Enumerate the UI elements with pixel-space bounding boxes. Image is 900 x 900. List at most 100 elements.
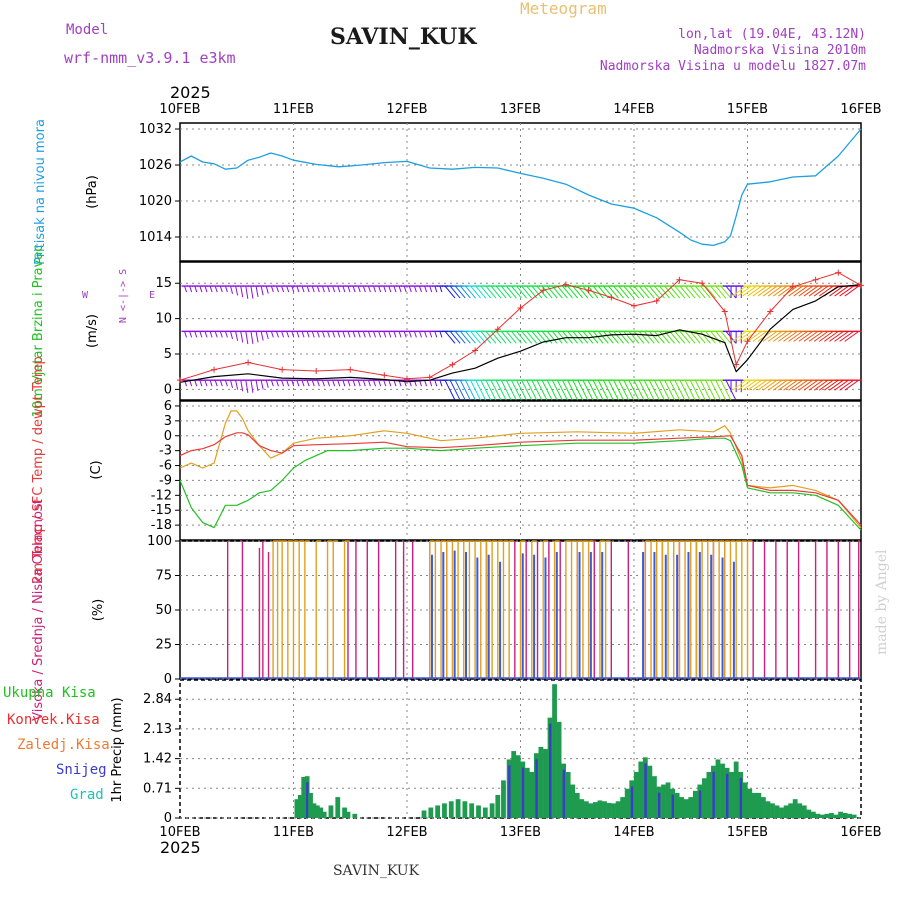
precip-bar bbox=[679, 797, 685, 818]
wind-barb-1 bbox=[500, 331, 512, 344]
wind-barb-2 bbox=[306, 285, 310, 293]
precip-bar bbox=[692, 790, 698, 818]
wind-barb-0 bbox=[475, 379, 487, 401]
wind-barb-2 bbox=[434, 285, 438, 293]
wind-barb-2 bbox=[475, 285, 487, 299]
model-altitude-text: Nadmorska Visina u modelu 1827.07m bbox=[600, 59, 866, 74]
wind-barb-1 bbox=[321, 331, 325, 338]
wind-barb-1 bbox=[347, 331, 351, 338]
wind-barb-2 bbox=[184, 285, 188, 293]
wind-barb-0 bbox=[311, 380, 315, 387]
wind-barb-0 bbox=[762, 379, 778, 391]
y-tick-label: 75 bbox=[155, 569, 172, 584]
gust-marker bbox=[449, 361, 456, 368]
wind-barb-0 bbox=[505, 379, 517, 401]
x-tick-top: 14FEB bbox=[613, 102, 654, 117]
y-tick-label: -3 bbox=[159, 444, 172, 459]
wind-barb-1 bbox=[531, 331, 543, 344]
wind-barb-2 bbox=[562, 285, 573, 299]
wind-barb-0 bbox=[623, 379, 635, 401]
y-tick-label: -6 bbox=[159, 459, 172, 474]
wind-barb-1 bbox=[301, 331, 305, 338]
wind-barb-2 bbox=[669, 285, 681, 299]
wind-barb-0 bbox=[378, 380, 382, 387]
model-name: wrf-nmm_v3.9.1 e3km bbox=[64, 49, 236, 67]
wind-barb-0 bbox=[732, 379, 747, 391]
wind-barb-2 bbox=[352, 285, 356, 293]
y-tick-label: 1020 bbox=[139, 194, 172, 209]
precip-bar bbox=[665, 782, 671, 818]
wind-barb-0 bbox=[577, 379, 589, 401]
wind-barb-1 bbox=[454, 331, 466, 344]
wind-barb-2 bbox=[291, 285, 295, 293]
wind-barb-2 bbox=[633, 285, 645, 299]
wind-barb-0 bbox=[803, 379, 819, 391]
wind-barb-0 bbox=[357, 380, 361, 387]
gust-marker bbox=[733, 361, 740, 368]
snow-bar bbox=[535, 759, 538, 818]
precip-bar bbox=[570, 784, 576, 818]
wind-barb-2 bbox=[311, 285, 315, 293]
precip-bar bbox=[792, 799, 798, 818]
wind-barb-0 bbox=[562, 379, 573, 401]
y-tick-label: 1014 bbox=[139, 230, 172, 245]
precip-bar bbox=[602, 801, 607, 818]
x-tick-top: 15FEB bbox=[727, 102, 768, 117]
x-tick-bottom: 13FEB bbox=[500, 825, 541, 840]
wind-barb-1 bbox=[700, 331, 711, 344]
wind-barb-0 bbox=[767, 379, 783, 391]
wind-barb-2 bbox=[342, 285, 346, 293]
wind-barb-1 bbox=[762, 330, 778, 342]
precip-bar bbox=[311, 803, 317, 818]
wind-barb-0 bbox=[362, 380, 366, 387]
wind-barb-1 bbox=[424, 331, 428, 338]
snow-bar bbox=[630, 786, 634, 818]
legend-item: Grad bbox=[70, 787, 104, 803]
wind-barb-0 bbox=[602, 379, 614, 401]
wind-barb-2 bbox=[388, 285, 392, 293]
wind-barb-1 bbox=[362, 331, 366, 338]
wind-barb-2 bbox=[531, 285, 543, 299]
wind-barb-0 bbox=[230, 380, 233, 388]
snow-bar bbox=[671, 794, 674, 818]
wind-barb-1 bbox=[546, 331, 558, 344]
wind-barb-0 bbox=[572, 379, 584, 401]
wind-barb-0 bbox=[720, 379, 732, 401]
wind-barb-0 bbox=[705, 379, 716, 401]
pressure-title: Pritisak na nivou mora bbox=[33, 119, 48, 265]
x-tick-bottom: 10FEB bbox=[159, 825, 200, 840]
wind-barb-0 bbox=[219, 380, 223, 387]
precip-bar bbox=[829, 812, 834, 818]
y-axis-labels: 1014102010261032051015630-3-6-9-12-15-18… bbox=[139, 122, 172, 826]
wind-barb-2 bbox=[813, 285, 829, 297]
wind-barb-1 bbox=[808, 330, 824, 342]
precip-bar bbox=[788, 803, 794, 818]
snow-bar bbox=[562, 769, 566, 818]
wind-barb-2 bbox=[720, 285, 732, 299]
precip-bar bbox=[606, 802, 612, 818]
wind-barbs bbox=[181, 285, 862, 401]
gust-marker bbox=[767, 308, 774, 315]
wind-barb-2 bbox=[757, 285, 773, 297]
snow-bar bbox=[712, 771, 715, 818]
wind-barb-1 bbox=[235, 331, 239, 341]
y-tick-label: 100 bbox=[147, 534, 172, 549]
y-tick-label: -15 bbox=[151, 503, 172, 518]
y-tick-label: 2.13 bbox=[143, 722, 172, 737]
wind-barb-2 bbox=[732, 285, 747, 297]
wind-barb-1 bbox=[798, 330, 814, 342]
wind-barb-1 bbox=[265, 331, 269, 339]
wind-barb-0 bbox=[454, 379, 466, 401]
precip-bar bbox=[774, 805, 780, 818]
wind-barb-2 bbox=[747, 285, 762, 297]
wind-barb-0 bbox=[296, 380, 300, 387]
wind-barb-0 bbox=[199, 380, 203, 387]
wind-barb-2 bbox=[301, 285, 305, 293]
wind-barb-0 bbox=[429, 380, 433, 387]
wind-barb-2 bbox=[393, 285, 397, 293]
wind-barb-2 bbox=[245, 285, 249, 299]
wind-barb-0 bbox=[556, 379, 568, 401]
wind-barb-0 bbox=[500, 379, 512, 401]
x-tick-bottom: 12FEB bbox=[386, 825, 427, 840]
wind-barb-2 bbox=[638, 285, 650, 299]
